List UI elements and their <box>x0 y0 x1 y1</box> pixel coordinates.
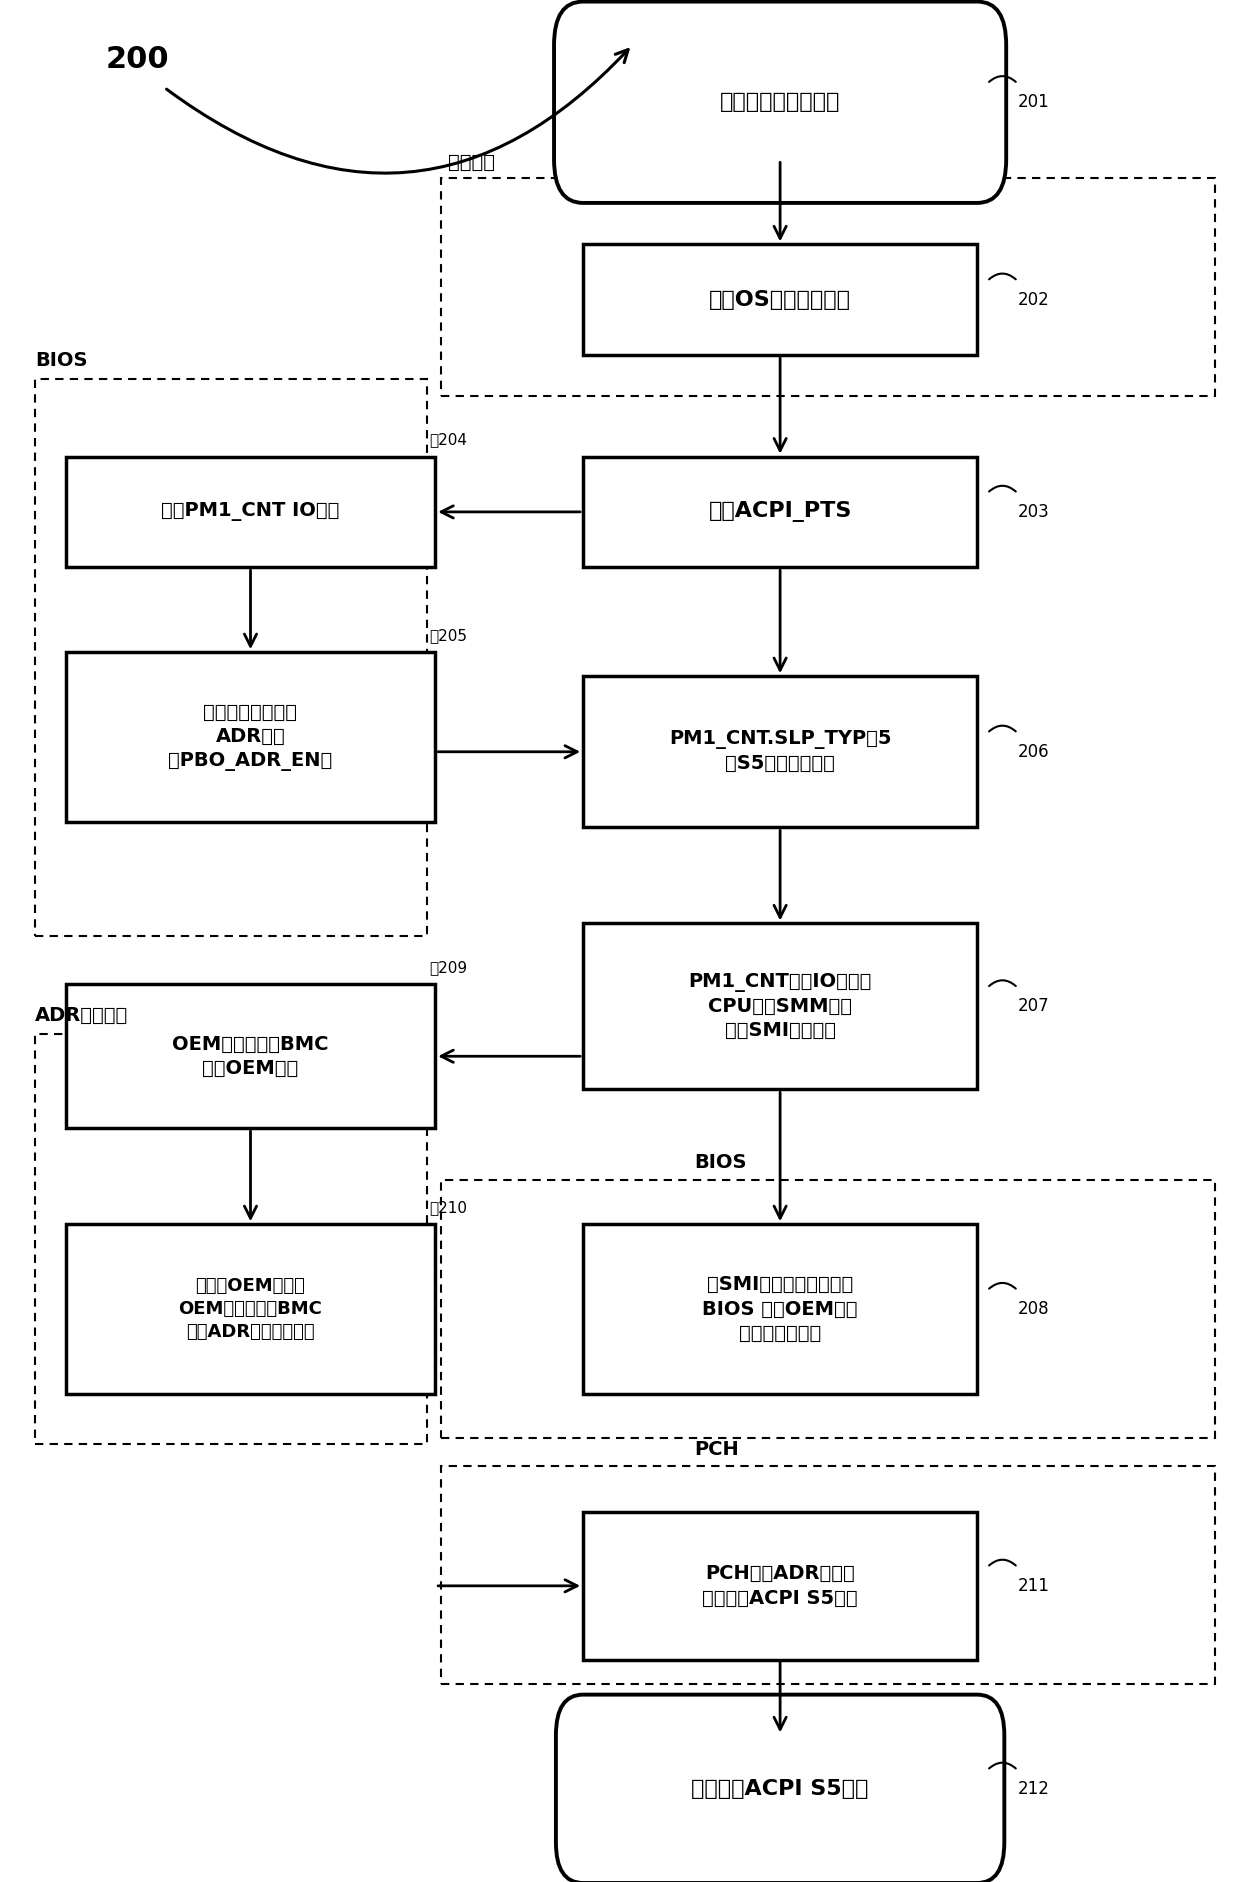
Text: ADR触发设备: ADR触发设备 <box>35 1005 128 1026</box>
Text: ⾋209: ⾋209 <box>429 960 467 975</box>
Text: 调用ACPI_PTS: 调用ACPI_PTS <box>708 501 852 523</box>
Text: OEM逻辑设备或BMC
接收OEM命令: OEM逻辑设备或BMC 接收OEM命令 <box>172 1035 329 1078</box>
Text: PM1_CNT上的IO捕获，
CPU进入SMM并且
运行SMI处理程序: PM1_CNT上的IO捕获， CPU进入SMM并且 运行SMI处理程序 <box>688 973 872 1041</box>
Text: ⾋204: ⾋204 <box>429 433 467 448</box>
FancyBboxPatch shape <box>66 1223 435 1395</box>
Text: 在SMI处理程序结束时，
BIOS 发送OEM命令
并且进入死循环: 在SMI处理程序结束时， BIOS 发送OEM命令 并且进入死循环 <box>702 1276 858 1342</box>
Text: PM1_CNT.SLP_TYP到5
（S5软关机状态）: PM1_CNT.SLP_TYP到5 （S5软关机状态） <box>668 730 892 774</box>
FancyBboxPatch shape <box>554 2 1006 203</box>
FancyBboxPatch shape <box>583 1223 977 1395</box>
Bar <box>35 1033 427 1443</box>
Text: 202: 202 <box>1018 290 1049 309</box>
FancyBboxPatch shape <box>66 457 435 566</box>
Text: 207: 207 <box>1018 997 1049 1016</box>
Bar <box>35 378 427 937</box>
FancyBboxPatch shape <box>583 245 977 356</box>
Text: 系统处于ACPI S5状态: 系统处于ACPI S5状态 <box>692 1778 869 1799</box>
Text: 操作系统: 操作系统 <box>448 152 495 173</box>
Text: 200: 200 <box>105 45 169 73</box>
Text: 通知OS启动正常关机: 通知OS启动正常关机 <box>709 290 851 311</box>
Bar <box>441 179 1215 395</box>
FancyBboxPatch shape <box>583 924 977 1090</box>
Text: 212: 212 <box>1018 1780 1050 1797</box>
Text: 使能电源按钮重写
ADR启用
（PBO_ADR_EN）: 使能电源按钮重写 ADR启用 （PBO_ADR_EN） <box>169 702 332 772</box>
FancyBboxPatch shape <box>583 1511 977 1660</box>
Text: PCH触发ADR并且将
系统置于ACPI S5状态: PCH触发ADR并且将 系统置于ACPI S5状态 <box>702 1564 858 1607</box>
Text: BIOS: BIOS <box>35 350 88 369</box>
Text: 使能PM1_CNT IO捕获: 使能PM1_CNT IO捕获 <box>161 502 340 521</box>
Bar <box>441 1180 1215 1438</box>
FancyBboxPatch shape <box>556 1694 1004 1882</box>
FancyBboxPatch shape <box>66 653 435 822</box>
FancyBboxPatch shape <box>583 676 977 828</box>
Text: 响应于OEM命令，
OEM逻辑设备或BMC
触发ADR并且启动关机: 响应于OEM命令， OEM逻辑设备或BMC 触发ADR并且启动关机 <box>179 1278 322 1342</box>
Text: 201: 201 <box>1018 94 1049 111</box>
Text: 211: 211 <box>1018 1577 1050 1594</box>
Text: 203: 203 <box>1018 502 1049 521</box>
Text: BIOS: BIOS <box>694 1154 746 1172</box>
Text: ⾋205: ⾋205 <box>429 629 467 644</box>
Text: 208: 208 <box>1018 1300 1049 1317</box>
Text: 206: 206 <box>1018 743 1049 760</box>
Text: 系统将执行正常关机: 系统将执行正常关机 <box>720 92 841 113</box>
FancyBboxPatch shape <box>583 457 977 566</box>
FancyBboxPatch shape <box>66 984 435 1127</box>
Bar <box>441 1466 1215 1684</box>
Text: ⾋210: ⾋210 <box>429 1201 467 1216</box>
Text: PCH: PCH <box>694 1440 739 1459</box>
